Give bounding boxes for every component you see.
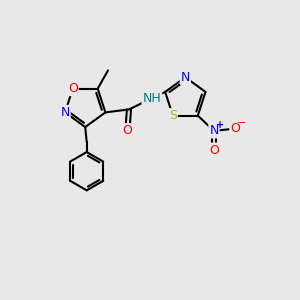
Text: +: +: [216, 120, 224, 130]
Text: N: N: [181, 71, 190, 84]
Text: O: O: [68, 82, 78, 95]
Text: NH: NH: [142, 92, 161, 105]
Text: O: O: [122, 124, 132, 137]
Text: S: S: [169, 109, 177, 122]
Text: −: −: [236, 118, 246, 128]
Text: O: O: [230, 122, 240, 135]
Text: O: O: [209, 144, 219, 157]
Text: N: N: [209, 124, 219, 137]
Text: N: N: [60, 106, 70, 119]
